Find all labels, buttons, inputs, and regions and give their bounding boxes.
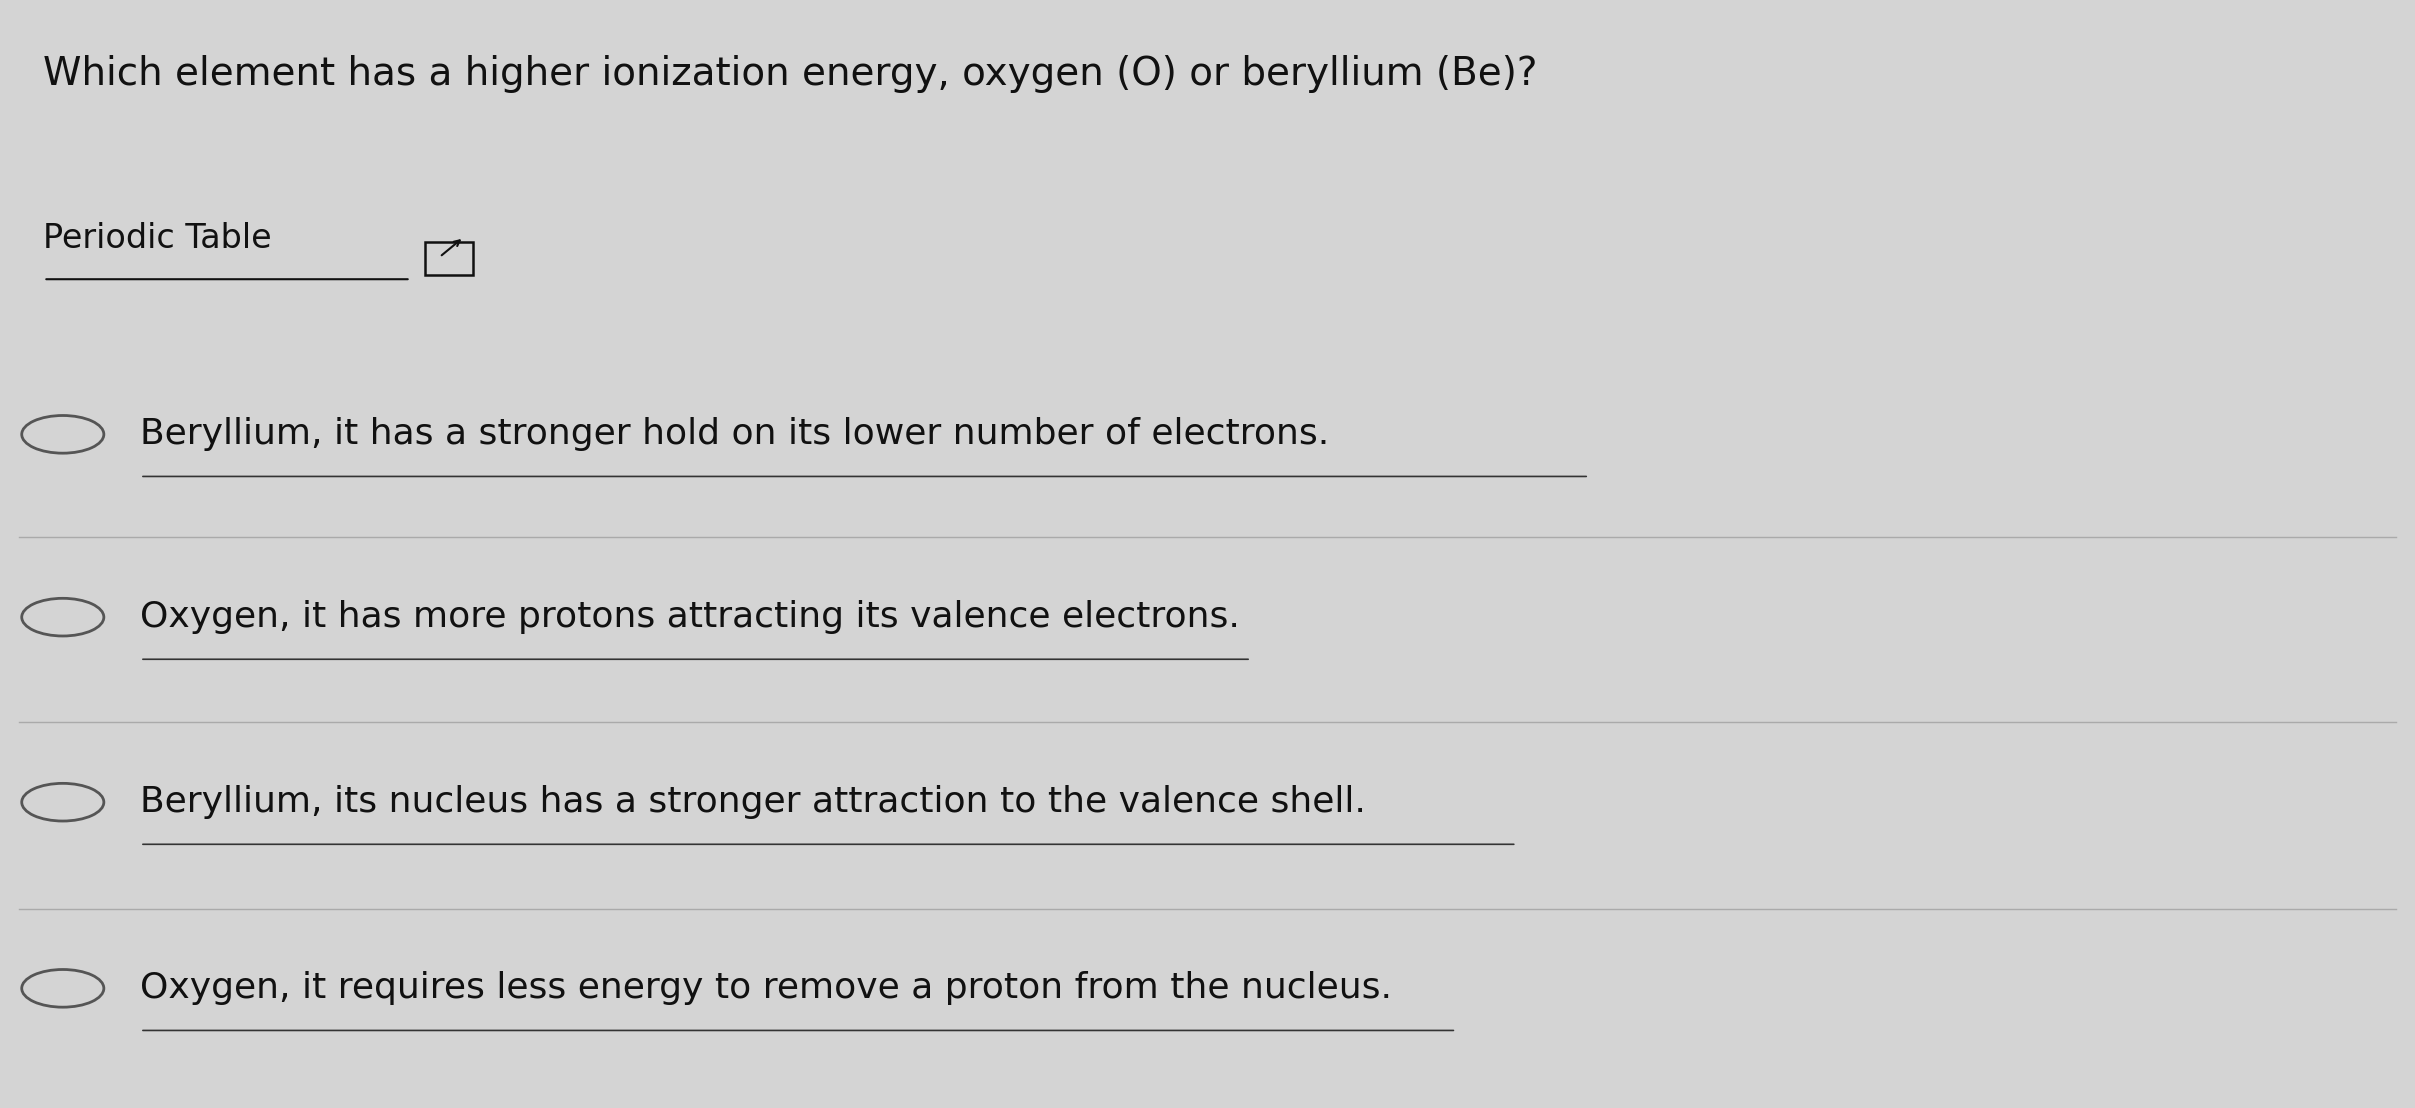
Text: Which element has a higher ionization energy, oxygen (O) or beryllium (Be)?: Which element has a higher ionization en…: [43, 55, 1538, 93]
Text: Beryllium, it has a stronger hold on its lower number of electrons.: Beryllium, it has a stronger hold on its…: [140, 418, 1328, 451]
Text: Beryllium, its nucleus has a stronger attraction to the valence shell.: Beryllium, its nucleus has a stronger at…: [140, 786, 1367, 819]
Text: Periodic Table: Periodic Table: [43, 222, 273, 255]
Text: Oxygen, it has more protons attracting its valence electrons.: Oxygen, it has more protons attracting i…: [140, 601, 1239, 634]
Text: Oxygen, it requires less energy to remove a proton from the nucleus.: Oxygen, it requires less energy to remov…: [140, 972, 1391, 1005]
